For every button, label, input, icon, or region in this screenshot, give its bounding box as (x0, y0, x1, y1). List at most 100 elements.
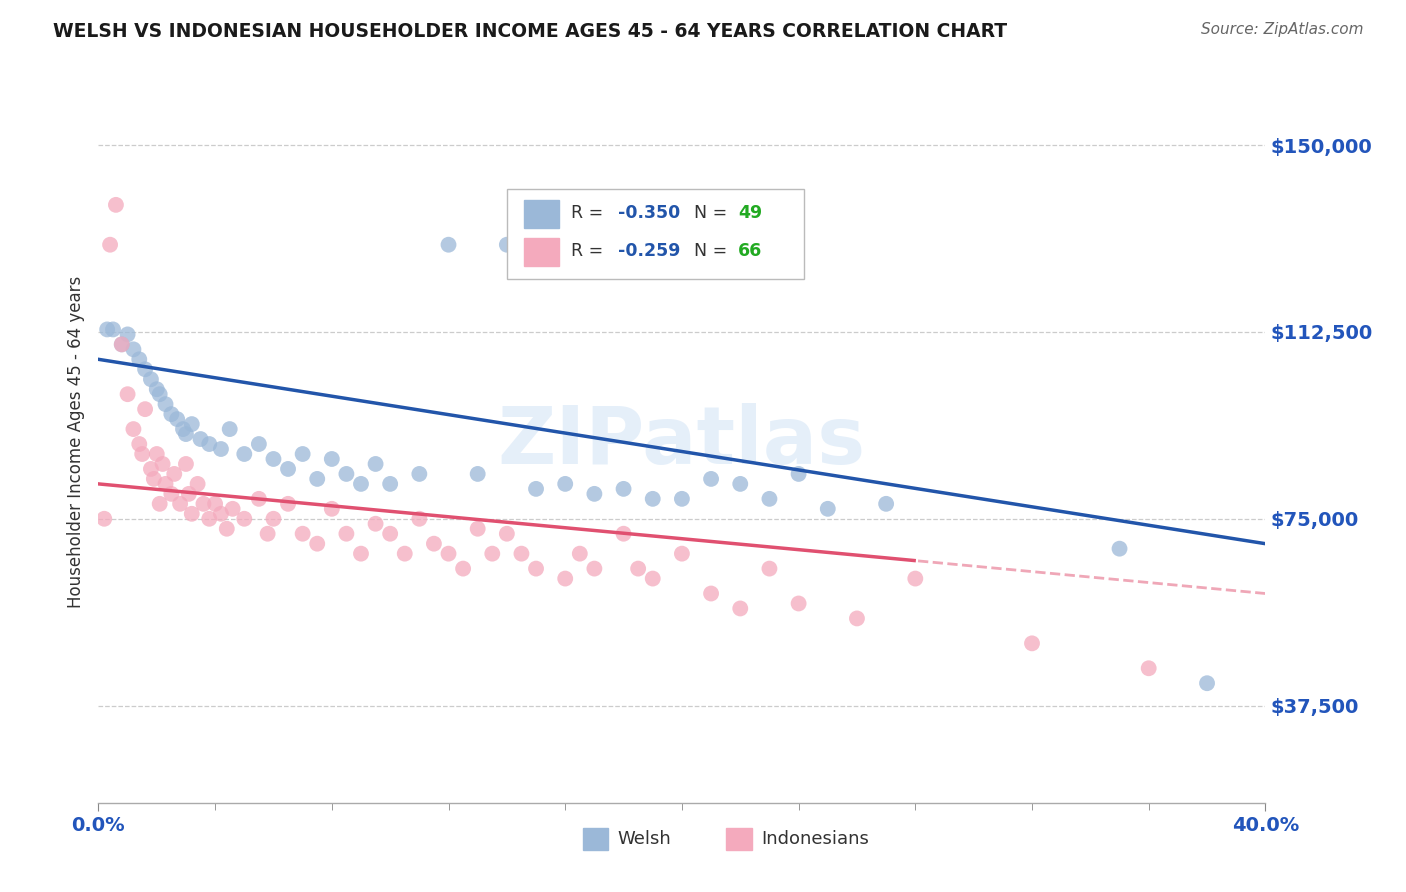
Point (335, 526, 357, 541)
Point (174, 427, 197, 442)
Point (155, 476, 177, 491)
Text: R =: R = (571, 203, 609, 221)
Point (128, 437, 150, 451)
Point (350, 547, 373, 561)
Point (166, 412, 188, 426)
Point (180, 417, 202, 431)
Point (131, 447, 153, 461)
Point (263, 512, 285, 526)
Point (758, 491, 780, 506)
Point (671, 547, 693, 561)
Point (247, 437, 270, 451)
Point (700, 586, 723, 600)
Text: Source: ZipAtlas.com: Source: ZipAtlas.com (1201, 22, 1364, 37)
Point (451, 561, 474, 575)
Point (335, 467, 357, 481)
Point (321, 452, 343, 467)
Point (111, 337, 134, 351)
Point (787, 597, 810, 611)
Bar (582, 828, 609, 850)
Bar (524, 201, 560, 227)
Point (149, 387, 172, 401)
Text: Welsh: Welsh (617, 830, 672, 848)
Point (155, 397, 177, 411)
Text: R =: R = (571, 242, 609, 260)
Point (104, 198, 127, 212)
Point (321, 501, 343, 516)
Point (209, 442, 232, 456)
Point (554, 572, 576, 586)
Text: ZIPatlas: ZIPatlas (498, 402, 866, 481)
Point (380, 476, 402, 491)
Text: -0.350: -0.350 (617, 203, 681, 221)
Point (364, 457, 387, 471)
Point (817, 501, 839, 516)
Point (730, 601, 752, 615)
Point (510, 547, 533, 561)
Point (291, 526, 314, 541)
Point (1137, 661, 1160, 675)
Point (190, 432, 212, 446)
Point (277, 497, 299, 511)
Point (215, 522, 238, 536)
Point (524, 482, 547, 496)
Point (408, 512, 430, 526)
Point (641, 572, 664, 586)
Point (134, 402, 156, 417)
Point (380, 526, 402, 541)
Point (787, 467, 810, 481)
Point (496, 237, 519, 252)
Point (160, 487, 183, 501)
Point (307, 537, 329, 551)
Point (218, 422, 240, 436)
Point (101, 322, 124, 336)
Point (198, 512, 221, 526)
Point (117, 387, 139, 401)
Point (627, 561, 650, 575)
Text: N =: N = (693, 203, 733, 221)
Point (583, 561, 606, 575)
Point (423, 537, 446, 551)
Point (160, 407, 183, 421)
Text: -0.259: -0.259 (617, 242, 681, 260)
FancyBboxPatch shape (508, 189, 804, 279)
Point (350, 476, 373, 491)
Point (122, 422, 145, 436)
Point (583, 487, 606, 501)
Point (524, 561, 547, 575)
Point (117, 327, 139, 342)
Point (96, 322, 118, 336)
Point (180, 507, 202, 521)
Point (122, 343, 145, 357)
Point (554, 476, 576, 491)
Bar (727, 828, 752, 850)
Point (700, 472, 723, 486)
Point (481, 547, 503, 561)
Point (256, 526, 278, 541)
Point (146, 382, 169, 396)
Point (568, 547, 591, 561)
Text: Indonesians: Indonesians (761, 830, 869, 848)
Point (408, 467, 430, 481)
Point (163, 467, 186, 481)
Point (233, 447, 256, 461)
Point (98, 237, 121, 252)
Text: WELSH VS INDONESIAN HOUSEHOLDER INCOME AGES 45 - 64 YEARS CORRELATION CHART: WELSH VS INDONESIAN HOUSEHOLDER INCOME A… (53, 22, 1008, 41)
Text: 49: 49 (738, 203, 762, 221)
Point (364, 516, 387, 531)
Text: 66: 66 (738, 242, 762, 260)
Point (758, 561, 780, 575)
Point (467, 522, 489, 536)
Point (307, 472, 329, 486)
Point (111, 337, 134, 351)
Point (128, 352, 150, 367)
Point (437, 237, 460, 252)
Point (394, 547, 416, 561)
Point (193, 497, 215, 511)
Point (730, 476, 752, 491)
Point (187, 476, 209, 491)
Point (875, 497, 897, 511)
Point (1021, 636, 1043, 650)
Point (846, 611, 869, 625)
Point (437, 547, 460, 561)
